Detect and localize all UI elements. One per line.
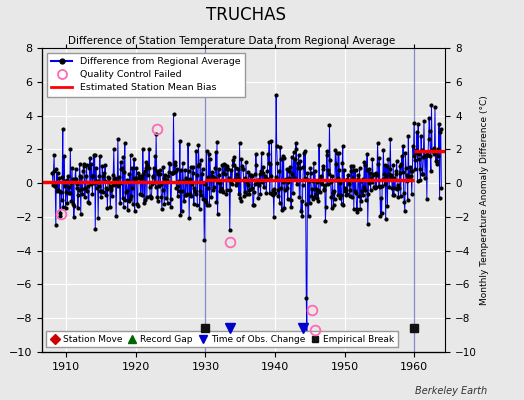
Text: TRUCHAS: TRUCHAS [206,6,286,24]
Title: Difference of Station Temperature Data from Regional Average: Difference of Station Temperature Data f… [68,36,395,46]
Y-axis label: Monthly Temperature Anomaly Difference (°C): Monthly Temperature Anomaly Difference (… [480,95,489,305]
Legend: Station Move, Record Gap, Time of Obs. Change, Empirical Break: Station Move, Record Gap, Time of Obs. C… [47,331,398,348]
Text: Berkeley Earth: Berkeley Earth [415,386,487,396]
